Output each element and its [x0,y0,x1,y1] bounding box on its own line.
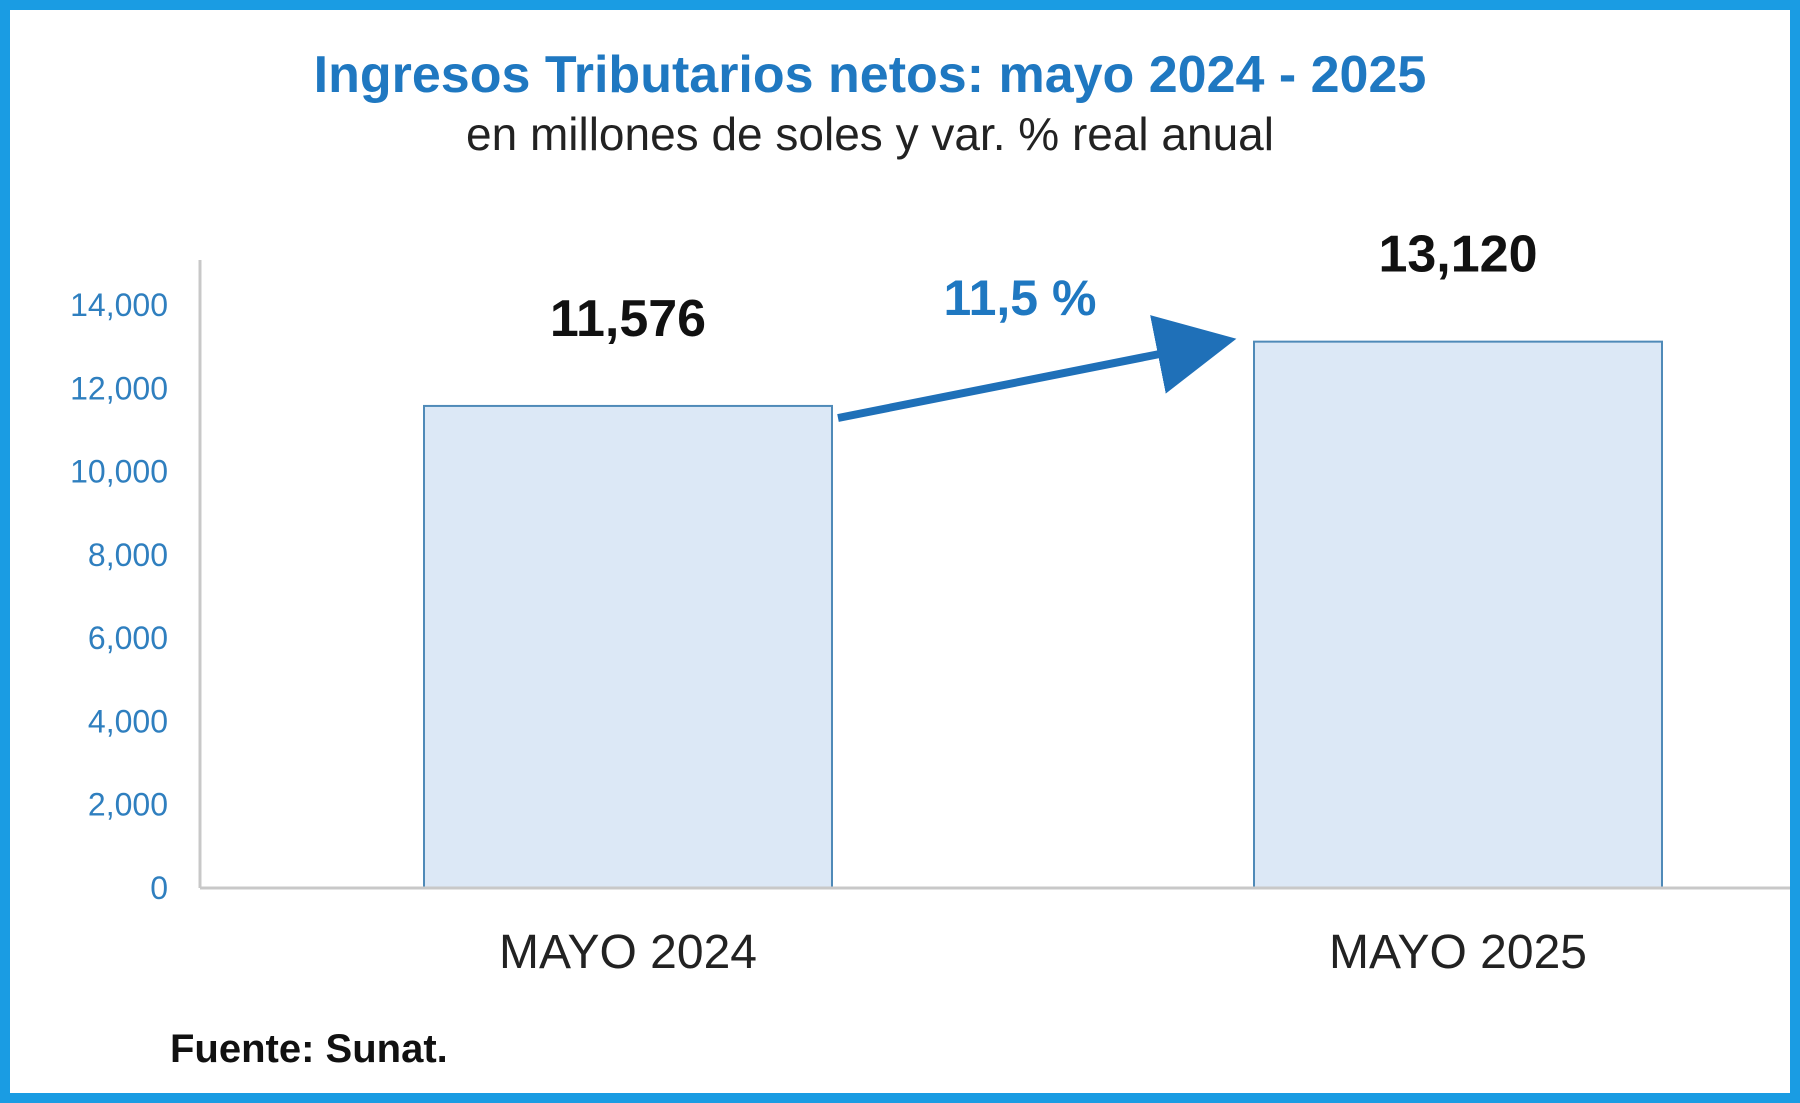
x-axis-ticks: MAYO 2024 MAYO 2025 [499,926,1587,979]
y-tick-label: 0 [150,870,168,906]
bars [423,340,1663,890]
y-tick-label: 6,000 [88,620,168,656]
growth-annotation: 11,5 % [944,270,1097,326]
bar-value-label: 11,576 [550,290,706,348]
y-tick-label: 12,000 [70,370,168,406]
source-note: Fuente: Sunat. [170,1027,448,1071]
chart-subtitle: en millones de soles y var. % real anual [466,108,1274,160]
y-tick-label: 8,000 [88,537,168,573]
data-labels: 11,576 13,120 [550,226,1538,348]
y-tick-label: 10,000 [70,454,168,490]
growth-arrow [837,315,1237,422]
bar [423,404,833,889]
y-tick-label: 14,000 [70,287,168,323]
y-tick-label: 2,000 [88,787,168,823]
x-tick-label: MAYO 2025 [1329,926,1587,979]
y-axis-ticks: 0 2,000 4,000 6,000 8,000 10,000 12,000 14,000 [70,287,168,906]
bar [1253,340,1663,890]
y-tick-label: 4,000 [88,703,168,739]
x-tick-label: MAYO 2024 [499,926,757,979]
chart-svg: Ingresos Tributarios netos: mayo 2024 - … [70,46,1790,1071]
bar-value-label: 13,120 [1378,226,1537,284]
chart-title: Ingresos Tributarios netos: mayo 2024 - … [314,46,1427,104]
